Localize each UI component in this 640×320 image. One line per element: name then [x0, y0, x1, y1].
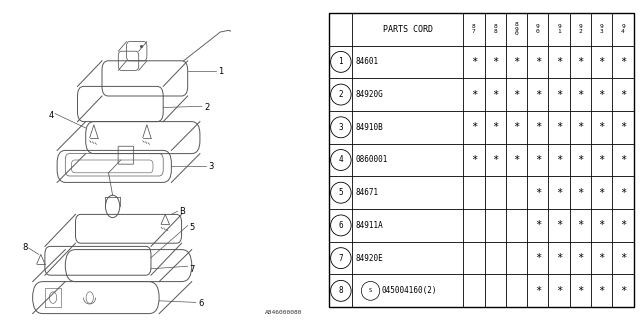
Text: *: *: [471, 57, 477, 67]
Text: 2: 2: [204, 103, 209, 112]
Text: *: *: [534, 90, 541, 100]
Text: 3: 3: [339, 123, 343, 132]
Text: 9
3: 9 3: [600, 24, 604, 34]
Text: *: *: [620, 122, 626, 132]
Text: 3: 3: [208, 162, 214, 171]
Text: *: *: [556, 57, 563, 67]
Text: 84671: 84671: [355, 188, 378, 197]
Text: *: *: [534, 155, 541, 165]
Text: 8
8: 8 8: [493, 24, 497, 34]
Text: *: *: [598, 155, 605, 165]
Text: *: *: [513, 57, 520, 67]
Text: *: *: [534, 122, 541, 132]
Text: *: *: [556, 90, 563, 100]
Text: *: *: [556, 220, 563, 230]
Text: *: *: [577, 286, 584, 296]
Text: *: *: [598, 122, 605, 132]
Text: *: *: [577, 122, 584, 132]
Text: 2: 2: [339, 90, 343, 99]
Text: 9
0: 9 0: [536, 24, 540, 34]
Text: *: *: [534, 57, 541, 67]
Text: *: *: [577, 188, 584, 198]
Text: *: *: [492, 90, 499, 100]
Text: 4: 4: [339, 156, 343, 164]
Text: B: B: [179, 207, 186, 216]
Text: 1: 1: [218, 67, 223, 76]
Text: 84911A: 84911A: [355, 221, 383, 230]
Text: *: *: [598, 188, 605, 198]
Text: *: *: [513, 90, 520, 100]
Text: *: *: [556, 253, 563, 263]
Text: 9
1: 9 1: [557, 24, 561, 34]
Text: *: *: [556, 122, 563, 132]
Text: 9
4: 9 4: [621, 24, 625, 34]
Text: *: *: [492, 122, 499, 132]
Text: *: *: [513, 155, 520, 165]
Text: 8
7: 8 7: [472, 24, 476, 34]
Text: *: *: [620, 286, 626, 296]
Text: *: *: [471, 90, 477, 100]
Text: *: *: [577, 253, 584, 263]
Text: 9
2: 9 2: [579, 24, 582, 34]
Text: *: *: [492, 57, 499, 67]
Text: 1: 1: [339, 57, 343, 66]
Text: *: *: [534, 188, 541, 198]
Text: *: *: [556, 286, 563, 296]
Text: *: *: [577, 90, 584, 100]
Text: *: *: [620, 220, 626, 230]
Text: 4: 4: [49, 111, 54, 120]
Text: A846000080: A846000080: [265, 310, 303, 315]
Text: *: *: [598, 253, 605, 263]
Text: *: *: [577, 220, 584, 230]
Text: 84920E: 84920E: [355, 254, 383, 263]
Text: *: *: [620, 90, 626, 100]
Text: *: *: [598, 286, 605, 296]
Text: 6: 6: [339, 221, 343, 230]
Text: *: *: [471, 155, 477, 165]
Text: *: *: [598, 220, 605, 230]
Text: *: *: [620, 57, 626, 67]
Text: *: *: [598, 90, 605, 100]
Text: *: *: [534, 286, 541, 296]
Text: *: *: [620, 155, 626, 165]
Text: *: *: [556, 188, 563, 198]
Text: 84910B: 84910B: [355, 123, 383, 132]
Text: *: *: [620, 188, 626, 198]
Text: *: *: [620, 253, 626, 263]
Text: *: *: [577, 155, 584, 165]
Text: *: *: [534, 220, 541, 230]
Text: 8
9
0: 8 9 0: [515, 22, 518, 36]
Text: 84601: 84601: [355, 57, 378, 66]
Text: *: *: [577, 57, 584, 67]
Text: *: *: [471, 122, 477, 132]
Text: PARTS CORD: PARTS CORD: [383, 25, 433, 34]
Text: *: *: [598, 57, 605, 67]
Text: 8: 8: [339, 286, 343, 295]
Text: 045004160(2): 045004160(2): [382, 286, 437, 295]
Text: 7: 7: [339, 254, 343, 263]
Text: *: *: [556, 155, 563, 165]
Text: 0860001: 0860001: [355, 156, 388, 164]
Text: 5: 5: [189, 223, 195, 232]
Text: 8: 8: [22, 244, 28, 252]
Text: 84920G: 84920G: [355, 90, 383, 99]
Text: 7: 7: [189, 265, 195, 274]
Text: 5: 5: [339, 188, 343, 197]
Text: S: S: [369, 288, 372, 293]
Text: *: *: [534, 253, 541, 263]
Text: 6: 6: [198, 300, 204, 308]
Text: *: *: [492, 155, 499, 165]
Text: *: *: [513, 122, 520, 132]
